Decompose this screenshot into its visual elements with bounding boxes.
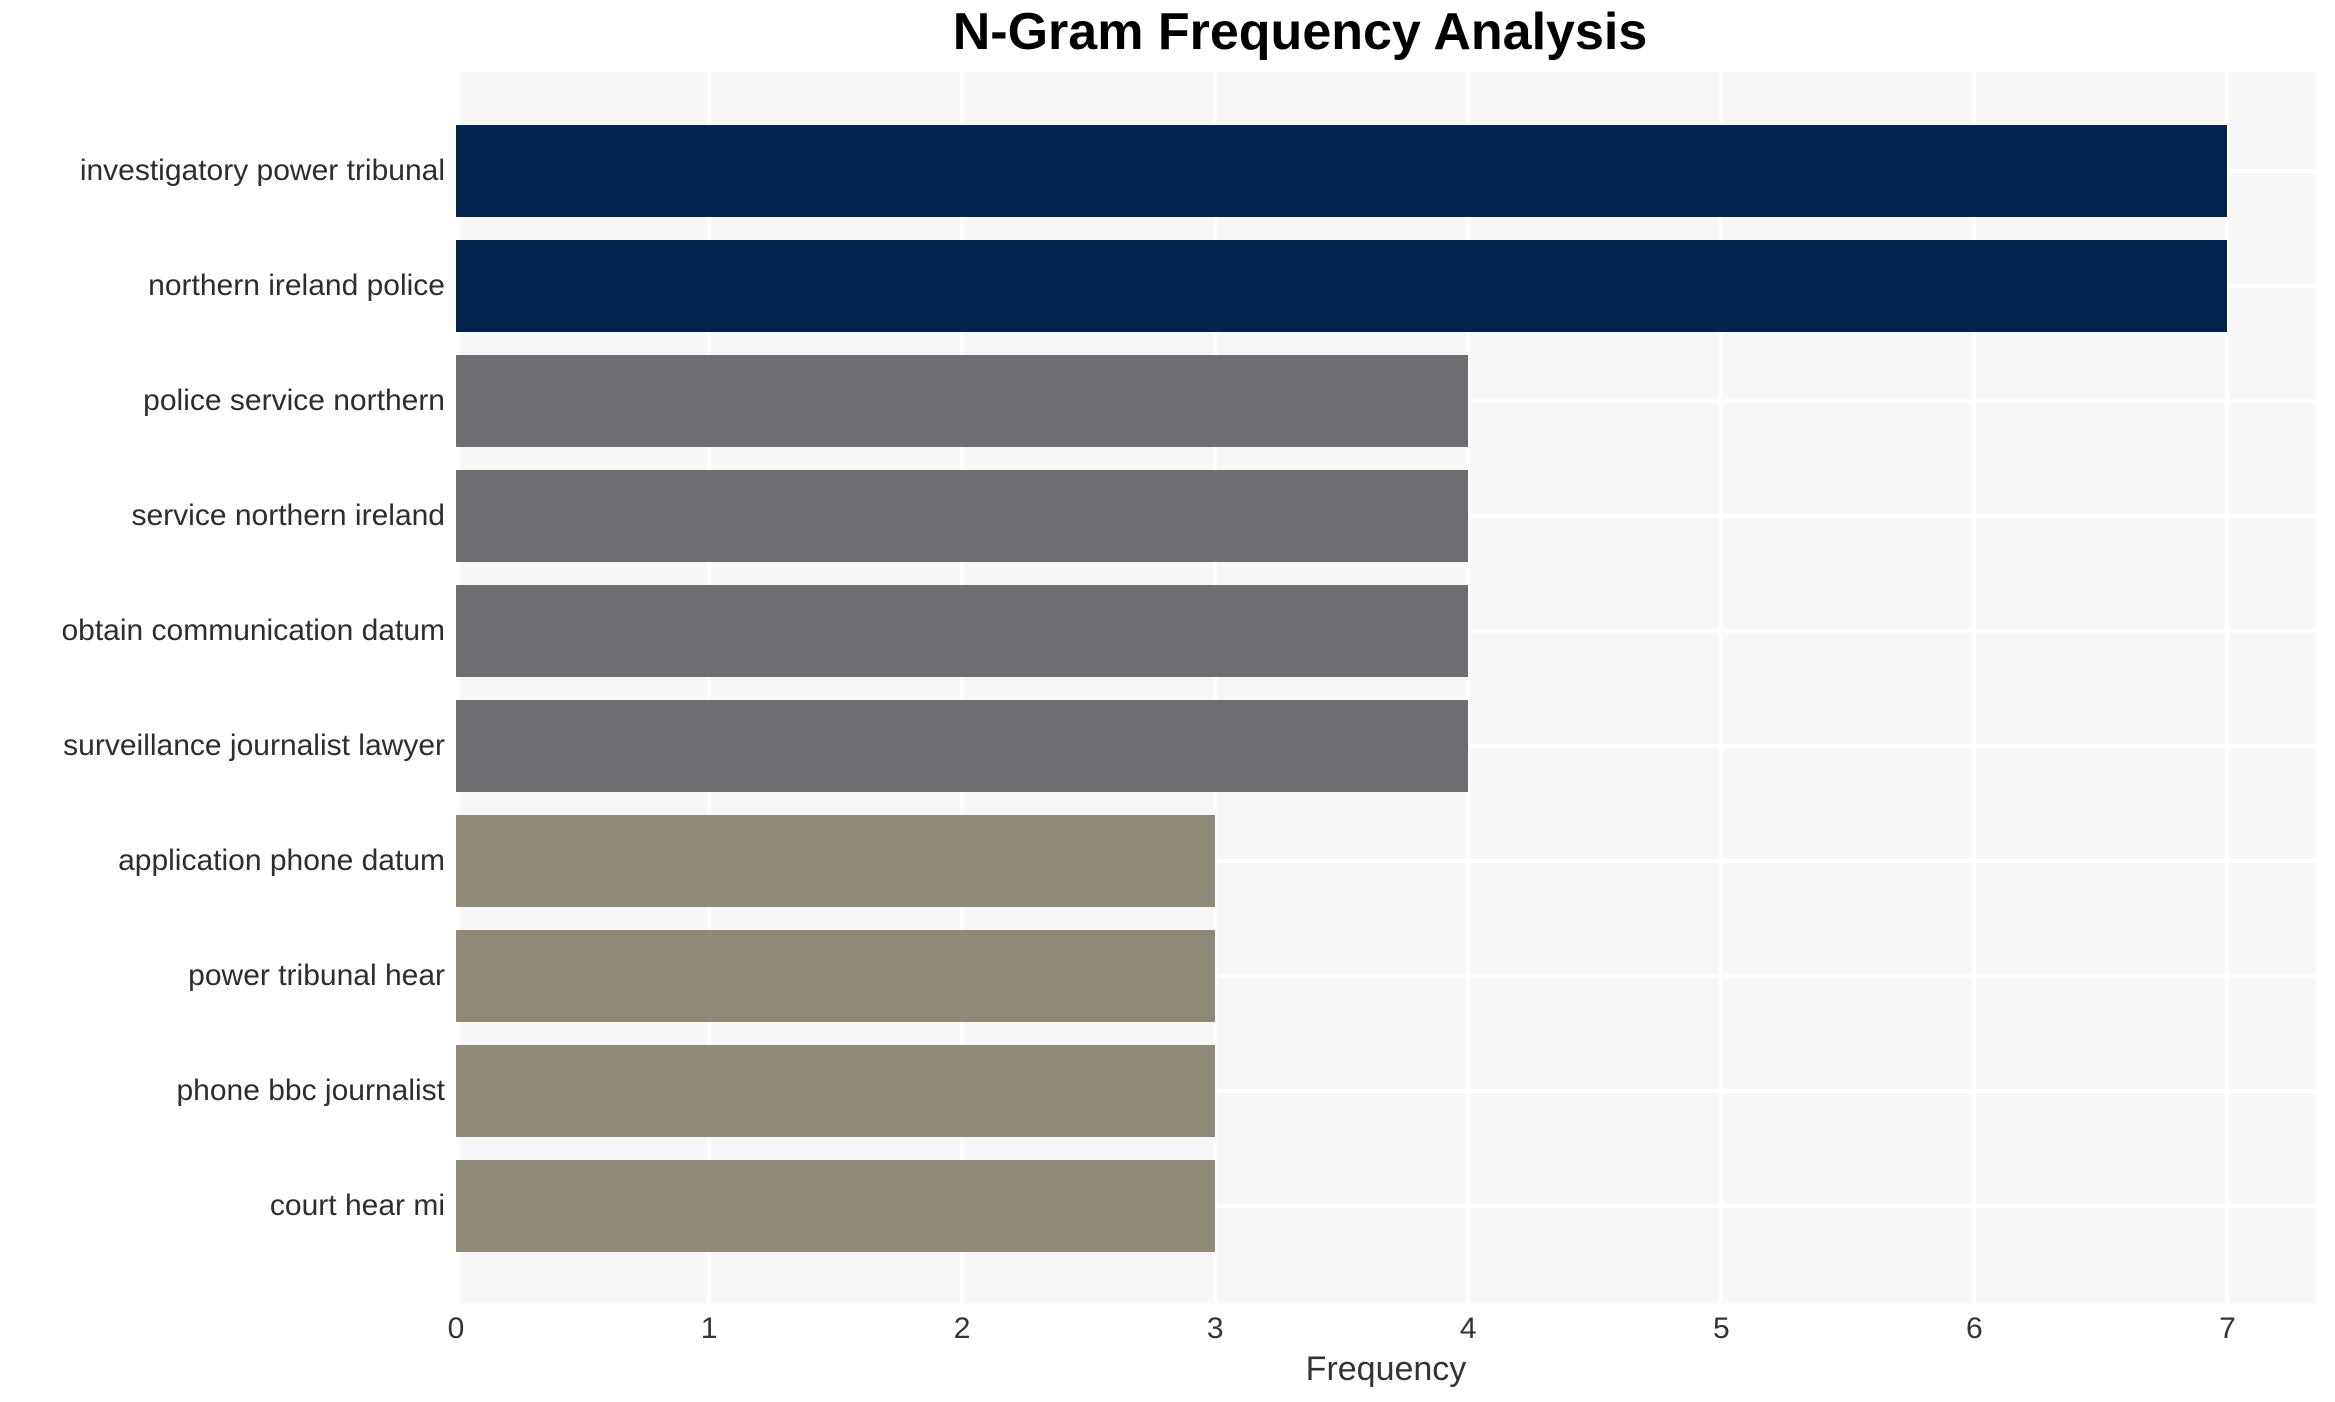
y-tick-label: northern ireland police (148, 269, 445, 302)
horizontal-gridline (456, 859, 2316, 863)
horizontal-gridline (456, 1089, 2316, 1093)
y-tick-label: investigatory power tribunal (79, 154, 445, 187)
bar-investigatory-power-tribunal (456, 125, 2228, 217)
x-tick-label: 4 (1459, 1312, 1477, 1345)
vertical-gridline (456, 72, 460, 1303)
bar-phone-bbc-journalist (456, 1045, 1216, 1137)
horizontal-gridline (456, 1204, 2316, 1208)
horizontal-gridline (456, 974, 2316, 978)
y-tick-label: phone bbc journalist (176, 1074, 445, 1107)
x-tick-label: 3 (1206, 1312, 1224, 1345)
x-tick-label: 7 (2219, 1312, 2236, 1345)
vertical-gridline (1719, 72, 1724, 1303)
vertical-gridline (1972, 72, 1977, 1303)
y-tick-label: police service northern (143, 384, 445, 417)
bar-application-phone-datum (456, 815, 1216, 907)
x-tick-label: 6 (1966, 1312, 1983, 1345)
y-tick-label: service northern ireland (131, 499, 446, 532)
y-tick-label: application phone datum (118, 844, 445, 877)
x-axis-label: Frequency (1305, 1350, 1467, 1388)
bar-court-hear-mi (456, 1160, 1216, 1252)
x-tick-label: 2 (953, 1312, 971, 1345)
x-tick-label: 1 (700, 1312, 718, 1345)
chart-title: N-Gram Frequency Analysis (952, 3, 1648, 61)
x-tick-label: 5 (1712, 1312, 1730, 1345)
y-tick-label: power tribunal hear (188, 959, 445, 992)
vertical-gridline (707, 72, 712, 1303)
vertical-gridline (1213, 72, 1218, 1303)
plot-area (456, 72, 2316, 1303)
y-tick-label: obtain communication datum (61, 614, 445, 647)
x-tick-label: 0 (447, 1312, 465, 1345)
bar-surveillance-journalist-lawyer (456, 700, 1469, 792)
y-tick-label: court hear mi (269, 1189, 445, 1222)
bar-police-service-northern (456, 355, 1469, 447)
y-tick-label: surveillance journalist lawyer (63, 729, 445, 762)
vertical-gridline (960, 72, 965, 1303)
bar-northern-ireland-police (456, 240, 2228, 332)
vertical-gridline (1466, 72, 1471, 1303)
bar-service-northern-ireland (456, 470, 1469, 562)
bar-power-tribunal-hear (456, 930, 1216, 1022)
bar-obtain-communication-datum (456, 585, 1469, 677)
vertical-gridline (2225, 72, 2230, 1303)
